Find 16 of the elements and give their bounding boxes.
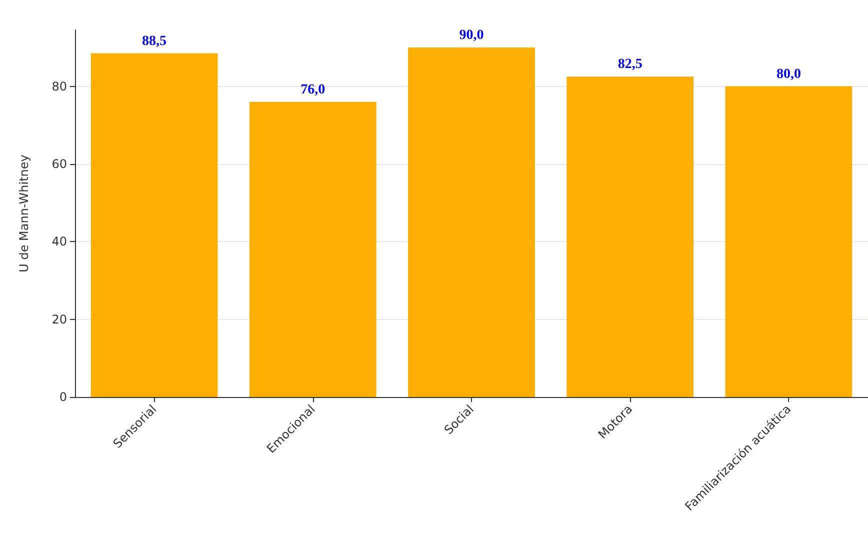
bar <box>408 47 535 397</box>
bar <box>249 102 376 397</box>
data-label: 88,5 <box>142 34 167 49</box>
y-tick-label: 40 <box>52 234 67 249</box>
data-label: 80,0 <box>776 66 801 82</box>
bar <box>566 76 694 397</box>
bar <box>90 53 218 397</box>
y-tick-label: 0 <box>59 390 67 404</box>
y-tick-label: 80 <box>52 79 67 94</box>
data-label: 76,0 <box>300 82 326 98</box>
data-label: 90,0 <box>459 28 484 43</box>
y-tick-label: 20 <box>52 312 67 326</box>
y-axis-title: U de Mann-Whitney <box>17 154 31 272</box>
y-tick-label: 60 <box>52 156 67 171</box>
data-label: 82,5 <box>618 57 642 72</box>
bar <box>725 86 852 397</box>
